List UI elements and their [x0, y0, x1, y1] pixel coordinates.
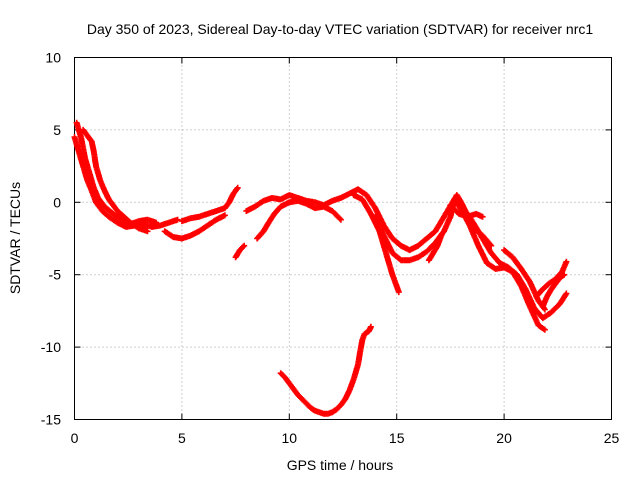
x-tick-label: 10 — [282, 430, 298, 446]
data-points — [71, 119, 570, 417]
data-point — [487, 241, 494, 248]
data-point — [479, 213, 486, 220]
series-track-d — [178, 184, 241, 225]
y-tick-label: -5 — [49, 267, 62, 283]
series-track-e — [161, 212, 228, 242]
data-point — [337, 216, 344, 223]
data-point — [395, 289, 402, 296]
y-tick-label: 0 — [53, 194, 61, 210]
y-tick-label: -15 — [41, 412, 61, 428]
series-track-a — [71, 134, 181, 230]
series-track-p — [533, 258, 570, 300]
x-tick-label: 5 — [178, 430, 186, 446]
series-track-k — [447, 202, 486, 220]
data-point — [563, 258, 570, 265]
series-track-l — [425, 231, 445, 264]
series-track-g — [243, 186, 570, 322]
data-point — [144, 228, 151, 235]
data-point — [241, 242, 248, 249]
data-point — [438, 231, 445, 238]
x-tick-label: 25 — [604, 430, 620, 446]
data-point — [541, 326, 548, 333]
data-point — [153, 219, 160, 226]
data-point — [221, 212, 228, 219]
series-track-m — [471, 225, 495, 249]
x-tick-label: 15 — [389, 430, 405, 446]
x-axis-label: GPS time / hours — [287, 457, 394, 473]
series-track-h — [254, 197, 344, 242]
x-tick-label: 0 — [71, 430, 79, 446]
data-point — [488, 242, 495, 249]
series-track-n — [501, 247, 548, 313]
data-point — [234, 184, 241, 191]
chart-title: Day 350 of 2023, Sidereal Day-to-day VTE… — [87, 21, 593, 37]
y-tick-label: -10 — [41, 339, 61, 355]
y-tick-label: 5 — [53, 122, 61, 138]
data-point — [336, 215, 343, 222]
data-point — [563, 290, 570, 297]
y-tick-label: 10 — [45, 50, 61, 66]
series-track-f — [232, 242, 248, 261]
x-tick-label: 20 — [496, 430, 512, 446]
data-point — [174, 216, 181, 223]
grid-lines — [74, 57, 612, 420]
axis-ticks: 0 5 10 15 20 25 10 5 0 -5 -10 -15 — [41, 50, 620, 447]
data-point — [367, 323, 374, 330]
series-track-q — [277, 323, 374, 417]
plot-frame — [74, 57, 612, 420]
data-point — [240, 243, 247, 250]
y-axis-label: SDTVAR / TECUs — [7, 182, 23, 294]
series-track-c — [80, 126, 151, 235]
